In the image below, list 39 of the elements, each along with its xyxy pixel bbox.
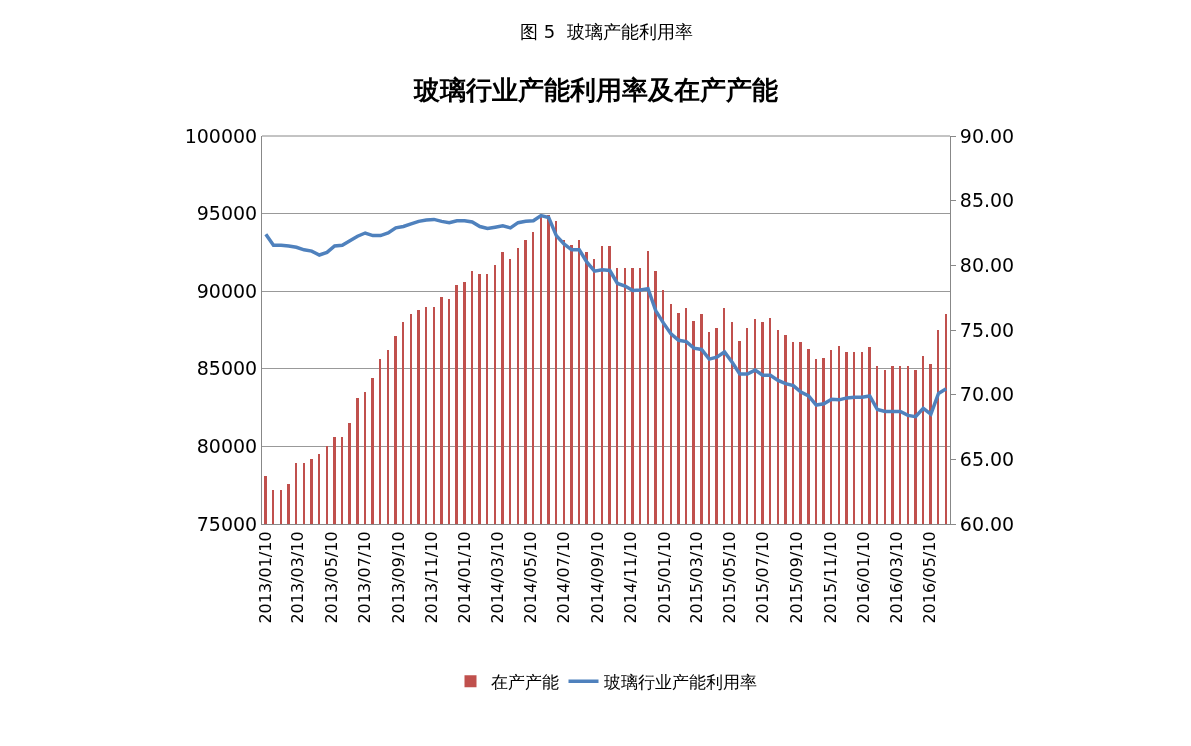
x-tick-label: 2013/01/10 <box>256 531 276 624</box>
y2-tick-label: 70.00 <box>959 383 1015 406</box>
line-series <box>264 213 948 419</box>
y2-tick-label: 80.00 <box>959 253 1015 276</box>
x-tick-label: 2013/07/10 <box>354 531 374 624</box>
y-tick-label: 80000 <box>196 435 258 458</box>
x-tick-label: 2014/05/10 <box>520 531 540 624</box>
x-tick-label: 2015/11/10 <box>820 531 840 624</box>
x-tick-label: 2014/01/10 <box>455 531 475 624</box>
chart-subtitle: 图 5 玻璃产能利用率 <box>520 21 693 42</box>
x-tick-label: 2015/09/10 <box>787 531 807 624</box>
y-tick-label: 85000 <box>196 357 258 380</box>
x-tick-label: 2013/05/10 <box>321 531 341 624</box>
x-tick-label: 2013/11/10 <box>422 531 442 624</box>
y2-tick-label: 75.00 <box>959 318 1015 341</box>
y2-tick-label: 65.00 <box>959 447 1015 470</box>
x-tick-label: 2016/03/10 <box>886 531 906 624</box>
x-tick-label: 2015/05/10 <box>720 531 740 624</box>
x-tick-label: 2015/01/10 <box>654 531 674 624</box>
x-tick-label: 2014/09/10 <box>588 531 608 624</box>
x-tick-label: 2014/03/10 <box>487 531 507 624</box>
y2-tick-label: 85.00 <box>959 189 1015 212</box>
x-tick-label: 2016/01/10 <box>853 531 873 624</box>
y2-tick-label: 60.00 <box>959 512 1015 535</box>
x-tick-label: 2016/05/10 <box>920 531 939 624</box>
x-tick-label: 2015/03/10 <box>686 531 706 624</box>
x-tick-label: 2013/03/10 <box>288 531 308 624</box>
x-tick-label: 2015/07/10 <box>753 531 773 624</box>
y-tick-label: 95000 <box>196 202 258 225</box>
y2-tick-label: 90.00 <box>959 124 1015 147</box>
x-tick-label: 2014/11/10 <box>621 531 641 624</box>
legend-label: 在产产能 <box>490 671 559 692</box>
y-tick-label: 75000 <box>196 512 258 535</box>
x-tick-label: 2014/07/10 <box>554 531 574 624</box>
y-tick-label: 100000 <box>184 124 258 147</box>
legend-label: 玻璃行业产能利用率 <box>603 671 757 692</box>
y-tick-label: 90000 <box>196 279 258 302</box>
x-tick-label: 2013/09/10 <box>388 531 408 624</box>
chart-title: 玻璃行业产能利用率及在产产能 <box>412 74 778 105</box>
